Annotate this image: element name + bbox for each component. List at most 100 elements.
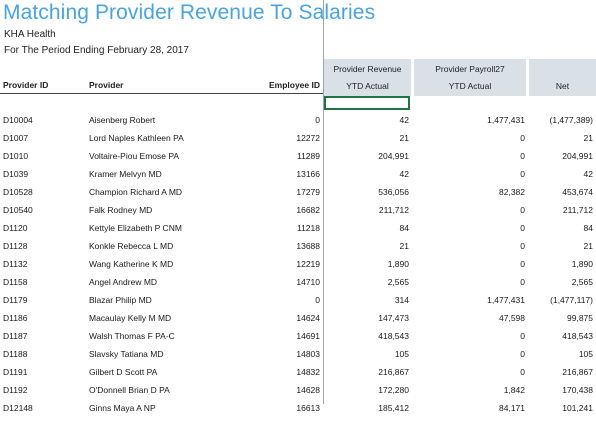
provider-name-cell[interactable]: Kettyle Elizabeth P CNM	[89, 223, 182, 233]
provider-id-cell[interactable]: D1186	[3, 313, 28, 323]
provider-id-cell[interactable]: D1192	[3, 385, 28, 395]
employee-id-cell[interactable]: 16682	[296, 205, 320, 215]
provider-name-cell[interactable]: Blazar Philip MD	[89, 295, 152, 305]
payroll-cell[interactable]: 47,598	[499, 313, 525, 323]
provider-name-cell[interactable]: O'Donnell Brian D PA	[89, 385, 170, 395]
employee-id-cell[interactable]: 0	[315, 115, 320, 125]
table-row[interactable]: D12148 Ginns Maya A NP 16613 185,412 84,171 1…	[0, 403, 596, 421]
payroll-cell[interactable]: 0	[520, 169, 525, 179]
revenue-cell[interactable]: 105	[394, 349, 409, 359]
net-cell[interactable]: 42	[583, 169, 593, 179]
employee-id-cell[interactable]: 12219	[296, 259, 320, 269]
employee-id-cell[interactable]: 11218	[296, 223, 320, 233]
net-cell[interactable]: 418,543	[562, 331, 593, 341]
payroll-cell[interactable]: 0	[520, 205, 525, 215]
net-cell[interactable]: 204,991	[562, 151, 593, 161]
employee-id-cell[interactable]: 17279	[296, 187, 320, 197]
revenue-cell[interactable]: 1,890	[387, 259, 409, 269]
employee-id-cell[interactable]: 14628	[296, 385, 320, 395]
net-cell[interactable]: 21	[583, 241, 593, 251]
payroll-cell[interactable]: 0	[520, 331, 525, 341]
payroll-cell[interactable]: 0	[520, 223, 525, 233]
provider-name-cell[interactable]: Gilbert D Scott PA	[89, 367, 158, 377]
provider-id-cell[interactable]: D1128	[3, 241, 28, 251]
revenue-cell[interactable]: 211,712	[378, 205, 409, 215]
table-row[interactable]: D1007 Lord Naples Kathleen PA 12272 21 0 21	[0, 133, 596, 151]
table-row[interactable]: D1187 Walsh Thomas F PA-C 14691 418,543 0 418…	[0, 331, 596, 349]
table-row[interactable]: D1158 Angel Andrew MD 14710 2,565 0 2,565	[0, 277, 596, 295]
payroll-cell[interactable]: 84,171	[499, 403, 525, 413]
provider-name-cell[interactable]: Falk Rodney MD	[89, 205, 153, 215]
freeze-pane-divider[interactable]	[323, 0, 324, 404]
provider-id-cell[interactable]: D1010	[3, 151, 29, 161]
revenue-cell[interactable]: 84	[399, 223, 409, 233]
provider-id-cell[interactable]: D1132	[3, 259, 28, 269]
provider-name-cell[interactable]: Kramer Melvyn MD	[89, 169, 162, 179]
employee-id-cell[interactable]: 14832	[296, 367, 320, 377]
revenue-cell[interactable]: 204,991	[378, 151, 409, 161]
table-row[interactable]: D1132 Wang Katherine K MD 12219 1,890 0 1,890	[0, 259, 596, 277]
provider-id-cell[interactable]: D1158	[3, 277, 28, 287]
revenue-cell[interactable]: 185,412	[378, 403, 409, 413]
table-row[interactable]: D10540 Falk Rodney MD 16682 211,712 0 211,712	[0, 205, 596, 223]
revenue-cell[interactable]: 21	[399, 241, 409, 251]
provider-id-cell[interactable]: D1191	[3, 367, 28, 377]
net-cell[interactable]: 216,867	[562, 367, 593, 377]
table-row[interactable]: D1128 Konkle Rebecca L MD 13688 21 0 21	[0, 241, 596, 259]
net-cell[interactable]: (1,477,389)	[549, 115, 593, 125]
revenue-cell[interactable]: 314	[394, 295, 409, 305]
payroll-cell[interactable]: 0	[520, 277, 525, 287]
selected-cell[interactable]	[324, 96, 410, 110]
revenue-cell[interactable]: 21	[399, 133, 409, 143]
provider-id-cell[interactable]: D10528	[3, 187, 33, 197]
employee-id-cell[interactable]: 12272	[296, 133, 320, 143]
provider-name-cell[interactable]: Konkle Rebecca L MD	[89, 241, 174, 251]
employee-id-cell[interactable]: 14691	[296, 331, 320, 341]
provider-id-cell[interactable]: D1007	[3, 133, 29, 143]
provider-id-cell[interactable]: D1188	[3, 349, 28, 359]
provider-name-cell[interactable]: Slavsky Tatiana MD	[89, 349, 164, 359]
employee-id-cell[interactable]: 11289	[296, 151, 320, 161]
payroll-cell[interactable]: 1,477,431	[487, 295, 525, 305]
revenue-cell[interactable]: 42	[399, 169, 409, 179]
table-row[interactable]: D10004 Aisenberg Robert 0 42 1,477,431 (1,477…	[0, 115, 596, 133]
net-cell[interactable]: 101,241	[562, 403, 593, 413]
provider-name-cell[interactable]: Lord Naples Kathleen PA	[89, 133, 184, 143]
payroll-cell[interactable]: 0	[520, 349, 525, 359]
revenue-cell[interactable]: 172,280	[378, 385, 409, 395]
payroll-cell[interactable]: 0	[520, 241, 525, 251]
provider-id-cell[interactable]: D10004	[3, 115, 33, 125]
net-cell[interactable]: 170,438	[562, 385, 593, 395]
net-cell[interactable]: 21	[583, 133, 593, 143]
table-row[interactable]: D1120 Kettyle Elizabeth P CNM 11218 84 0 84	[0, 223, 596, 241]
payroll-cell[interactable]: 82,382	[499, 187, 525, 197]
payroll-cell[interactable]: 1,477,431	[487, 115, 525, 125]
provider-name-cell[interactable]: Walsh Thomas F PA-C	[89, 331, 175, 341]
provider-id-cell[interactable]: D12148	[3, 403, 33, 413]
revenue-cell[interactable]: 2,565	[387, 277, 409, 287]
provider-id-cell[interactable]: D1039	[3, 169, 29, 179]
table-row[interactable]: D1186 Macaulay Kelly M MD 14624 147,473 47,5…	[0, 313, 596, 331]
employee-id-cell[interactable]: 0	[315, 295, 320, 305]
payroll-cell[interactable]: 0	[520, 367, 525, 377]
table-row[interactable]: D1191 Gilbert D Scott PA 14832 216,867 0 216,…	[0, 367, 596, 385]
net-cell[interactable]: 453,674	[562, 187, 593, 197]
provider-name-cell[interactable]: Champion Richard A MD	[89, 187, 183, 197]
revenue-cell[interactable]: 147,473	[378, 313, 409, 323]
provider-name-cell[interactable]: Ginns Maya A NP	[89, 403, 156, 413]
employee-id-cell[interactable]: 13166	[296, 169, 320, 179]
net-cell[interactable]: 105	[578, 349, 593, 359]
provider-name-cell[interactable]: Macaulay Kelly M MD	[89, 313, 172, 323]
employee-id-cell[interactable]: 14710	[296, 277, 320, 287]
provider-id-cell[interactable]: D10540	[3, 205, 33, 215]
table-row[interactable]: D10528 Champion Richard A MD 17279 536,056 8…	[0, 187, 596, 205]
employee-id-cell[interactable]: 13688	[296, 241, 320, 251]
provider-name-cell[interactable]: Aisenberg Robert	[89, 115, 156, 125]
revenue-cell[interactable]: 536,056	[378, 187, 409, 197]
table-row[interactable]: D1192 O'Donnell Brian D PA 14628 172,280 1,8…	[0, 385, 596, 403]
provider-id-cell[interactable]: D1187	[3, 331, 28, 341]
revenue-cell[interactable]: 216,867	[378, 367, 409, 377]
net-cell[interactable]: 1,890	[571, 259, 593, 269]
net-cell[interactable]: (1,477,117)	[550, 295, 593, 305]
table-row[interactable]: D1179 Blazar Philip MD 0 314 1,477,431 (1,477…	[0, 295, 596, 313]
